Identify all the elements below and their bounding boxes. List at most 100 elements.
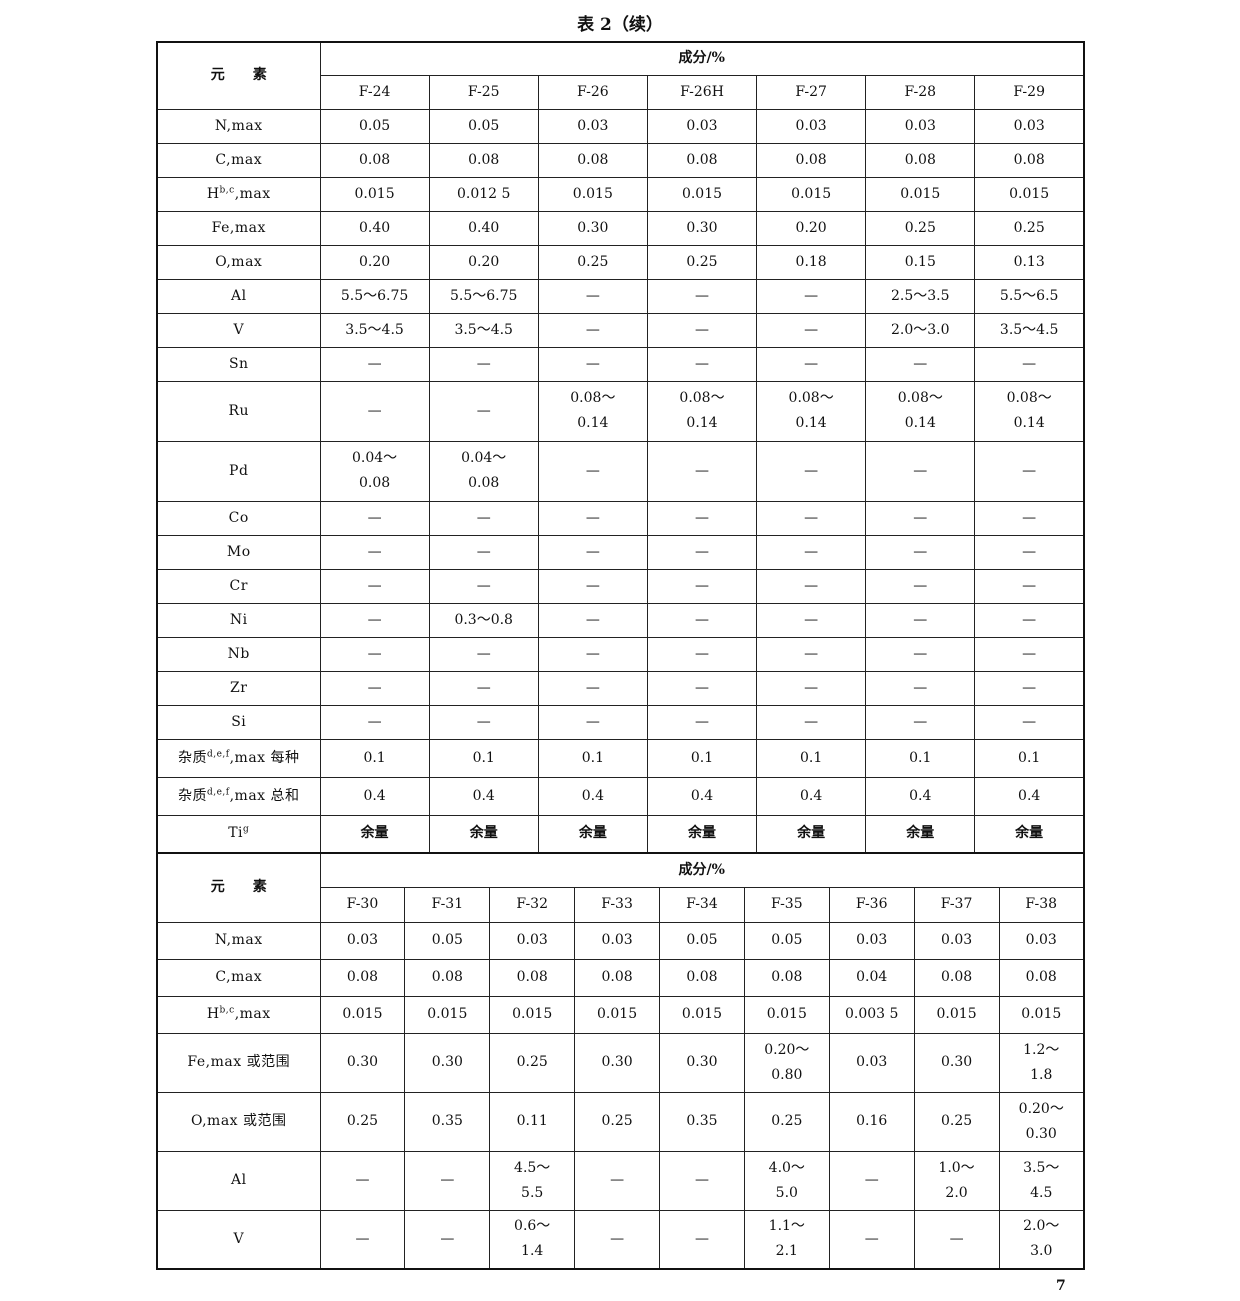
row-label: Mo xyxy=(156,534,321,570)
label-superscript: b,c xyxy=(219,1005,235,1016)
value-cell: — xyxy=(646,704,758,740)
value-cell: — xyxy=(537,670,648,706)
row-label: Sn xyxy=(156,346,321,382)
value-cell: 0.05 xyxy=(743,921,830,960)
value-cell: 1.1～ 2.1 xyxy=(743,1209,830,1270)
value-cell: — xyxy=(428,346,539,382)
value-cell: — xyxy=(646,312,758,348)
value-cell: 0.05 xyxy=(319,108,430,144)
column-header: F-31 xyxy=(404,886,491,923)
value-cell: 0.08 xyxy=(743,958,830,997)
data-row: O,max 0.20 0.20 0.25 0.25 0.18 0.15 0.13 xyxy=(156,244,1085,280)
value-cell: 2.5～3.5 xyxy=(865,278,976,314)
value-cell: — xyxy=(646,670,758,706)
corner-cell: 元 素 xyxy=(156,41,321,110)
label-text: Si xyxy=(231,713,247,730)
value-line: 2.1 xyxy=(775,1243,798,1260)
value-cell: — xyxy=(646,278,758,314)
data-row: Ru — — 0.08～ 0.14 0.08～ 0.14 0.08～ 0.14 0.08～ 0.14… xyxy=(156,380,1085,442)
label-text: O,max xyxy=(215,253,263,270)
value-cell: 0.30 xyxy=(404,1032,491,1093)
label-text: ,max 每种 xyxy=(229,749,300,766)
value-cell: 0.03 xyxy=(998,921,1085,960)
value-cell: 0.015 xyxy=(913,995,1000,1034)
data-row: Mo — — — — — — — xyxy=(156,534,1085,570)
value-cell: 0.03 xyxy=(828,1032,915,1093)
value-cell: 0.3～0.8 xyxy=(428,602,539,638)
value-cell: 3.5～4.5 xyxy=(428,312,539,348)
value-cell: 0.18 xyxy=(756,244,867,280)
label-text: V xyxy=(233,321,245,338)
value-line: 0.04～ xyxy=(351,450,398,466)
value-cell: 0.03 xyxy=(319,921,406,960)
label-text: Cr xyxy=(229,577,248,594)
value-cell: — xyxy=(974,346,1085,382)
value-line: 0.14 xyxy=(795,415,827,431)
value-cell: — xyxy=(646,568,758,604)
value-cell: 0.05 xyxy=(404,921,491,960)
value-cell: — xyxy=(756,602,867,638)
column-header: F-30 xyxy=(319,886,406,923)
value-cell: 1.0～ 2.0 xyxy=(913,1150,1000,1211)
row-label: Ni xyxy=(156,602,321,638)
column-header: F-33 xyxy=(574,886,660,923)
value-line: 5.5 xyxy=(521,1184,544,1201)
value-cell: 余量 xyxy=(974,814,1085,854)
value-cell: — xyxy=(319,534,430,570)
label-text: 杂质 xyxy=(177,787,207,804)
data-row: N,max 0.05 0.05 0.03 0.03 0.03 0.03 0.03 xyxy=(156,108,1085,144)
value-cell: 0.04～ 0.08 xyxy=(428,440,539,502)
header-row: 元 素成分/% xyxy=(156,852,1085,923)
value-cell: — xyxy=(574,1209,660,1270)
column-header: F-27 xyxy=(756,74,867,110)
value-cell: 2.0～3.0 xyxy=(865,312,976,348)
value-cell: — xyxy=(537,440,648,502)
row-label: V xyxy=(156,1209,321,1270)
value-line: 3.0 xyxy=(1030,1243,1053,1260)
data-row: V — —0.6～ 1.4— —1.1～ 2.1— —2.0～ 3.0 xyxy=(156,1209,1085,1270)
value-cell: 0.25 xyxy=(865,210,976,246)
value-cell: 0.03 xyxy=(865,108,976,144)
value-cell: 0.08～ 0.14 xyxy=(756,380,867,442)
value-cell: 0.03 xyxy=(756,108,867,144)
value-cell: — xyxy=(537,568,648,604)
value-cell: 5.5～6.5 xyxy=(974,278,1085,314)
value-cell: 0.30 xyxy=(913,1032,1000,1093)
value-cell: 0.03 xyxy=(913,921,1000,960)
value-cell: — xyxy=(428,636,539,672)
value-cell: 0.08 xyxy=(865,142,976,178)
label-text: ,max xyxy=(234,185,271,202)
row-label: 杂质d,e,f,max 总和 xyxy=(156,776,321,816)
value-line: 0.08～ xyxy=(679,390,725,406)
label-text: ,max 总和 xyxy=(229,787,300,804)
data-row: 杂质d,e,f,max 总和 0.4 0.4 0.4 0.4 0.4 0.4 0.4 xyxy=(156,776,1085,816)
value-cell: 0.015 xyxy=(319,995,406,1034)
value-cell: — xyxy=(404,1209,491,1270)
value-cell: 0.1 xyxy=(756,738,867,778)
value-line: 1.4 xyxy=(521,1243,544,1260)
value-cell: — xyxy=(646,636,758,672)
value-cell: 0.03 xyxy=(489,921,576,960)
value-cell: 0.1 xyxy=(865,738,976,778)
data-row: Co — — — — — — — xyxy=(156,500,1085,536)
value-cell: 0.015 xyxy=(743,995,830,1034)
value-cell: — xyxy=(865,346,976,382)
value-cell: — xyxy=(428,534,539,570)
row-label: Tig xyxy=(156,814,321,854)
value-cell: — xyxy=(974,602,1085,638)
value-cell: 0.4 xyxy=(646,776,758,816)
value-cell: 0.08 xyxy=(974,142,1085,178)
value-cell: 0.35 xyxy=(404,1091,491,1152)
data-row: Pd 0.04～ 0.08 0.04～ 0.08— — — — — xyxy=(156,440,1085,502)
value-cell: 0.30 xyxy=(319,1032,406,1093)
value-cell: 0.11 xyxy=(489,1091,576,1152)
value-line: 0.08～ xyxy=(788,390,834,406)
value-cell: — xyxy=(865,704,976,740)
value-cell: 0.05 xyxy=(428,108,539,144)
label-text: C,max xyxy=(215,151,263,168)
value-cell: — xyxy=(319,346,430,382)
value-line: 1.2～ xyxy=(1023,1041,1060,1058)
value-cell: 0.012 5 xyxy=(428,176,539,212)
value-cell: 余量 xyxy=(319,814,430,854)
value-cell: — xyxy=(319,568,430,604)
